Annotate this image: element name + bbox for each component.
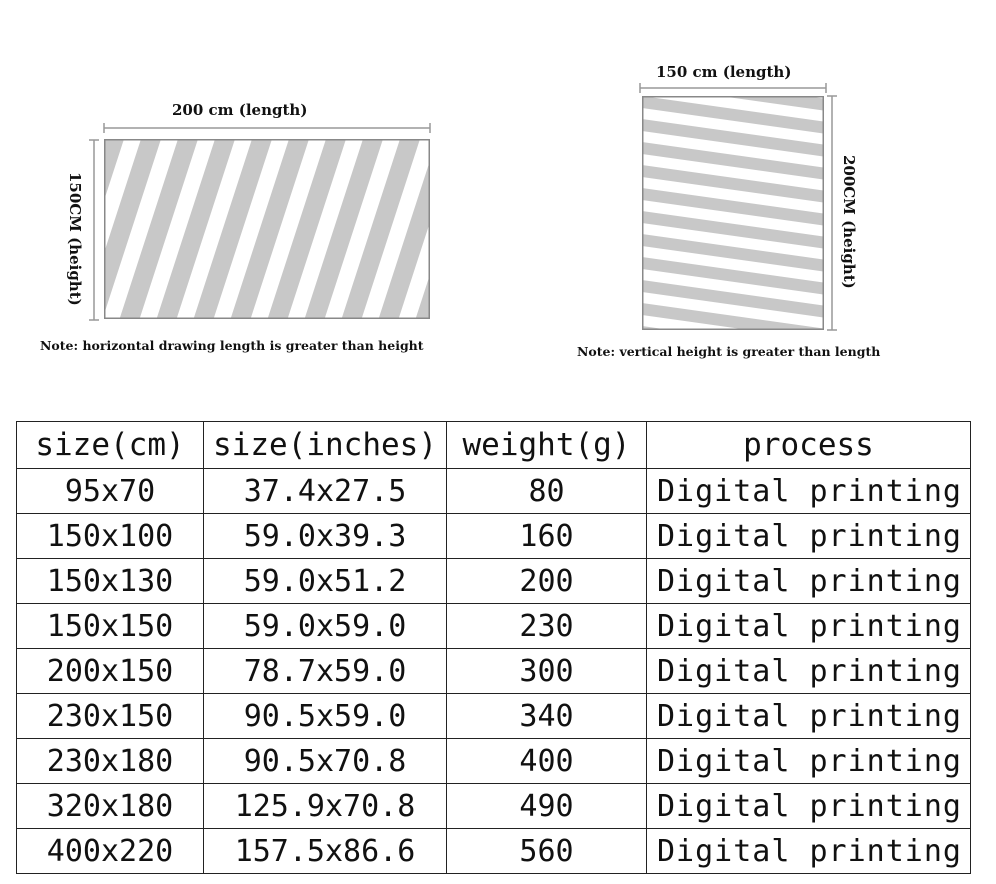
cell-size-inches: 90.5x59.0 (203, 693, 447, 739)
cell-size-cm: 400x220 (16, 828, 204, 874)
right-dimension-lines (639, 83, 837, 331)
table-row: 230x150 90.5x59.0 340 Digital printing (16, 693, 971, 739)
cell-size-cm: 95x70 (16, 468, 204, 514)
header-size-cm: size(cm) (16, 421, 204, 469)
right-stripe-panel (642, 96, 824, 330)
header-weight: weight(g) (446, 421, 647, 469)
cell-process: Digital printing (646, 693, 971, 739)
cell-size-cm: 150x100 (16, 513, 204, 559)
cell-size-cm: 150x150 (16, 603, 204, 649)
right-height-label: 200CM (height) (840, 155, 858, 289)
left-height-label: 150CM (height) (66, 172, 84, 306)
table-row: 400x220 157.5x86.6 560 Digital printing (16, 828, 971, 874)
cell-size-inches: 125.9x70.8 (203, 783, 447, 829)
cell-process: Digital printing (646, 513, 971, 559)
cell-process: Digital printing (646, 558, 971, 604)
cell-weight: 300 (446, 648, 647, 694)
cell-weight: 340 (446, 693, 647, 739)
header-size-inches: size(inches) (203, 421, 447, 469)
cell-weight: 200 (446, 558, 647, 604)
cell-size-inches: 78.7x59.0 (203, 648, 447, 694)
table-row: 230x180 90.5x70.8 400 Digital printing (16, 738, 971, 784)
cell-weight: 490 (446, 783, 647, 829)
cell-size-cm: 320x180 (16, 783, 204, 829)
cell-weight: 80 (446, 468, 647, 514)
cell-size-cm: 230x180 (16, 738, 204, 784)
right-length-label: 150 cm (length) (656, 63, 792, 81)
left-note: Note: horizontal drawing length is great… (40, 338, 424, 353)
cell-size-cm: 200x150 (16, 648, 204, 694)
cell-size-inches: 90.5x70.8 (203, 738, 447, 784)
table-header-row: size(cm) size(inches) weight(g) process (16, 421, 971, 469)
header-process: process (646, 421, 971, 469)
cell-process: Digital printing (646, 468, 971, 514)
cell-size-cm: 230x150 (16, 693, 204, 739)
cell-process: Digital printing (646, 783, 971, 829)
cell-weight: 400 (446, 738, 647, 784)
cell-size-cm: 150x130 (16, 558, 204, 604)
cell-process: Digital printing (646, 738, 971, 784)
cell-weight: 560 (446, 828, 647, 874)
table-row: 320x180 125.9x70.8 490 Digital printing (16, 783, 971, 829)
cell-size-inches: 59.0x51.2 (203, 558, 447, 604)
left-stripe-panel (104, 139, 430, 319)
cell-weight: 160 (446, 513, 647, 559)
left-dimension-lines (89, 123, 431, 321)
cell-size-inches: 37.4x27.5 (203, 468, 447, 514)
table-row: 150x130 59.0x51.2 200 Digital printing (16, 558, 971, 604)
table-row: 150x150 59.0x59.0 230 Digital printing (16, 603, 971, 649)
cell-process: Digital printing (646, 603, 971, 649)
cell-size-inches: 59.0x39.3 (203, 513, 447, 559)
table-row: 200x150 78.7x59.0 300 Digital printing (16, 648, 971, 694)
table-row: 150x100 59.0x39.3 160 Digital printing (16, 513, 971, 559)
size-table: size(cm) size(inches) weight(g) process … (16, 421, 971, 874)
cell-size-inches: 59.0x59.0 (203, 603, 447, 649)
cell-size-inches: 157.5x86.6 (203, 828, 447, 874)
left-length-label: 200 cm (length) (172, 101, 308, 119)
table-row: 95x70 37.4x27.5 80 Digital printing (16, 468, 971, 514)
right-note: Note: vertical height is greater than le… (577, 344, 881, 359)
cell-process: Digital printing (646, 648, 971, 694)
cell-weight: 230 (446, 603, 647, 649)
cell-process: Digital printing (646, 828, 971, 874)
